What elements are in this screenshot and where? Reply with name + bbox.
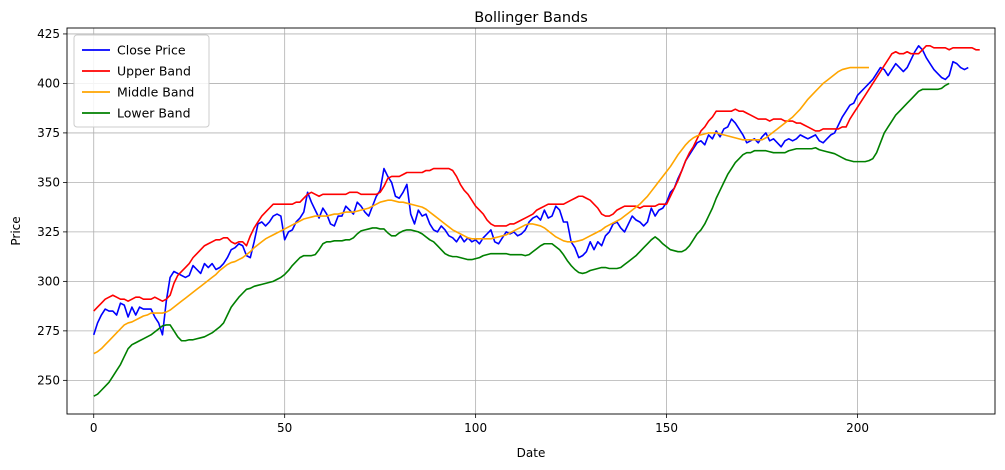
x-tick-label: 100	[464, 421, 487, 435]
y-tick-label: 250	[37, 373, 60, 387]
grid	[67, 28, 995, 414]
x-axis-label: Date	[517, 446, 546, 460]
y-tick-label: 400	[37, 76, 60, 90]
x-axis-ticks: 0 50 100 150 200	[90, 414, 869, 435]
chart-title: Bollinger Bands	[474, 10, 588, 26]
y-tick-label: 375	[37, 126, 60, 140]
y-tick-label: 325	[37, 225, 60, 239]
legend-label-middle-band: Middle Band	[117, 85, 194, 100]
y-tick-label: 350	[37, 175, 60, 189]
upper-band-line	[93, 45, 980, 312]
legend-label-upper-band: Upper Band	[117, 64, 191, 79]
legend: Close Price Upper Band Middle Band Lower Ba…	[73, 34, 210, 128]
x-tick-label: 150	[655, 421, 678, 435]
legend-label-lower-band: Lower Band	[117, 106, 191, 121]
x-tick-label: 0	[90, 421, 98, 435]
plot-frame	[66, 27, 996, 415]
close-price-line	[92, 45, 969, 336]
y-axis-ticks: 250 275 300 325 350 375 400 425	[37, 27, 67, 387]
y-tick-label: 300	[37, 274, 60, 288]
y-tick-label: 425	[37, 27, 60, 41]
legend-box	[73, 34, 210, 128]
middle-band-line	[93, 66, 869, 355]
y-tick-label: 275	[37, 324, 60, 338]
legend-label-close-price: Close Price	[117, 43, 186, 58]
x-tick-label: 50	[277, 421, 292, 435]
series-lines	[92, 45, 980, 397]
x-tick-label: 200	[846, 421, 869, 435]
y-axis-label: Price	[9, 216, 23, 245]
lower-band-line	[93, 82, 950, 397]
